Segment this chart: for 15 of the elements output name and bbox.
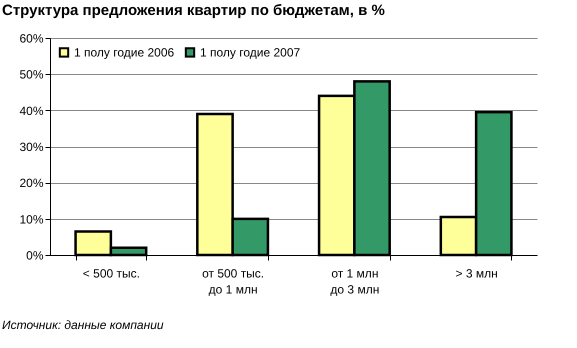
y-tick-label: 0% [26,248,44,262]
x-tick-label: от 500 тыс. до 1 млн [202,266,264,296]
y-tick-label: 50% [19,68,44,82]
legend-label: 1 полу годие 2006 [74,45,175,60]
x-tick-label: < 500 тыс. [82,266,140,280]
y-tick-label: 10% [19,212,44,226]
x-tick-label: > 3 млн [456,266,498,280]
y-tick-label: 40% [19,104,44,118]
chart-title: Структура предложения квартир по бюджетам, в % [2,2,385,19]
y-tick-label: 20% [19,176,44,190]
x-tick-label: от 1 млн до 3 млн [330,266,380,296]
y-tick-label: 60% [19,32,44,46]
legend-label: 1 полу годие 2007 [200,45,301,60]
y-tick-label: 30% [19,140,44,154]
text: Источник: данные компании [2,318,164,332]
